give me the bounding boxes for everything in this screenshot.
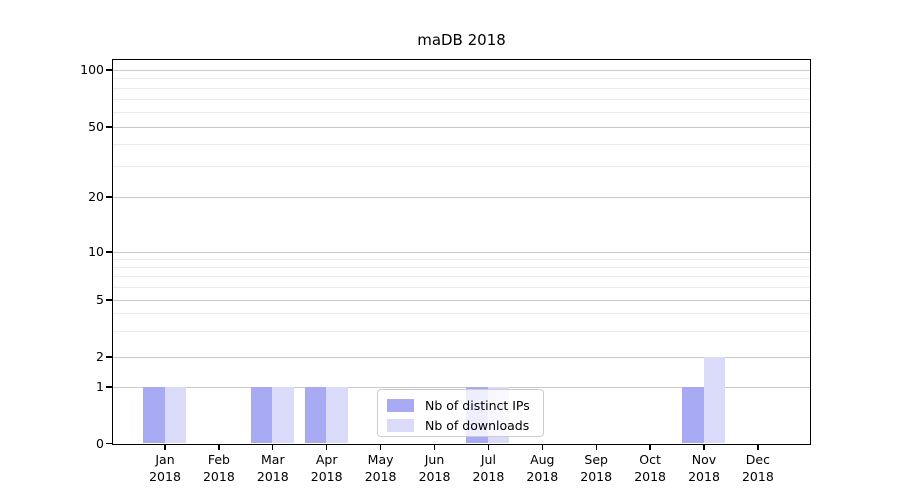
y-tick-mark-5 [106, 299, 112, 301]
bar-nb-of-distinct-ips-mar [250, 386, 273, 443]
x-tick-label-nov: Nov 2018 [688, 452, 720, 484]
bar-nb-of-distinct-ips-nov [682, 386, 704, 443]
x-tick-mark-oct [649, 444, 651, 450]
gridline-major-20 [113, 196, 810, 198]
y-tick-mark-0 [106, 442, 112, 445]
bar-nb-of-downloads-jan [164, 386, 186, 443]
y-tick-mark-50 [106, 126, 112, 128]
x-tick-mark-sep [595, 444, 597, 450]
y-tick-label-2: 2 [96, 349, 104, 364]
x-tick-mark-dec [757, 444, 759, 450]
gridline-minor-80 [113, 87, 810, 89]
gridline-minor-30 [113, 165, 810, 167]
x-tick-mark-jan [164, 444, 166, 450]
x-tick-label-feb: Feb 2018 [202, 452, 235, 484]
y-tick-mark-1 [106, 386, 112, 388]
x-tick-label-mar: Mar 2018 [256, 452, 289, 484]
gridline-minor-40 [113, 143, 810, 145]
chart-title: maDB 2018 [417, 31, 506, 49]
bar-nb-of-distinct-ips-jan [143, 386, 165, 443]
y-tick-label-5: 5 [96, 292, 104, 307]
gridline-minor-60 [113, 111, 810, 113]
x-tick-label-oct: Oct 2018 [634, 452, 666, 484]
x-tick-label-dec: Dec 2018 [741, 452, 774, 484]
y-tick-label-100: 100 [80, 62, 104, 77]
legend-item-nb-of-distinct-ips: Nb of distinct IPs [387, 397, 534, 414]
bar-nb-of-downloads-apr [326, 386, 348, 443]
plot-area: Nb of distinct IPs Nb of downloads [112, 59, 811, 445]
legend-swatch-nb-of-downloads [387, 419, 414, 432]
gridline-major-2 [113, 356, 810, 358]
y-tick-label-50: 50 [88, 119, 104, 134]
gridline-minor-7 [113, 276, 810, 278]
x-tick-label-sep: Sep 2018 [580, 452, 613, 484]
x-tick-mark-aug [541, 444, 543, 450]
gridline-minor-8 [113, 267, 810, 268]
gridline-minor-6 [113, 286, 810, 288]
x-tick-label-jul: Jul 2018 [472, 452, 505, 484]
bar-nb-of-distinct-ips-apr [304, 386, 327, 443]
legend-swatch-nb-of-distinct-ips [387, 399, 414, 412]
gridline-minor-90 [113, 78, 810, 80]
gridline-major-1 [113, 386, 810, 388]
y-tick-label-20: 20 [88, 189, 104, 204]
x-tick-label-jan: Jan 2018 [149, 452, 181, 484]
gridline-major-10 [113, 251, 810, 253]
x-tick-label-apr: Apr 2018 [310, 452, 343, 484]
bar-nb-of-downloads-nov [703, 356, 725, 443]
x-tick-mark-jun [433, 444, 436, 450]
x-tick-mark-apr [326, 444, 328, 450]
y-tick-mark-20 [106, 196, 112, 198]
y-tick-mark-2 [106, 356, 112, 358]
legend-label: Nb of downloads [425, 418, 530, 433]
x-tick-label-may: May 2018 [364, 452, 397, 484]
legend: Nb of distinct IPs Nb of downloads [377, 389, 544, 437]
gridline-major-5 [113, 299, 810, 301]
x-tick-mark-may [379, 444, 382, 450]
bar-nb-of-downloads-mar [272, 386, 294, 443]
y-tick-mark-10 [106, 251, 112, 253]
y-tick-label-0: 0 [96, 435, 104, 451]
y-tick-label-1: 1 [96, 379, 104, 394]
x-tick-label-aug: Aug 2018 [526, 452, 559, 484]
gridline-minor-3 [113, 331, 810, 333]
x-tick-label-jun: Jun 2018 [418, 452, 451, 484]
x-tick-mark-feb [218, 444, 220, 450]
gridline-major-100 [113, 69, 810, 71]
gridline-minor-70 [113, 98, 810, 100]
gridline-minor-9 [113, 258, 810, 260]
legend-item-nb-of-downloads: Nb of downloads [387, 417, 534, 434]
x-tick-mark-nov [703, 444, 705, 450]
y-tick-label-10: 10 [88, 244, 104, 259]
y-tick-mark-100 [106, 69, 112, 71]
gridline-minor-4 [113, 313, 810, 315]
x-tick-mark-jul [487, 444, 490, 450]
legend-label: Nb of distinct IPs [425, 398, 530, 413]
gridline-major-50 [113, 126, 810, 128]
x-tick-mark-mar [272, 444, 274, 450]
